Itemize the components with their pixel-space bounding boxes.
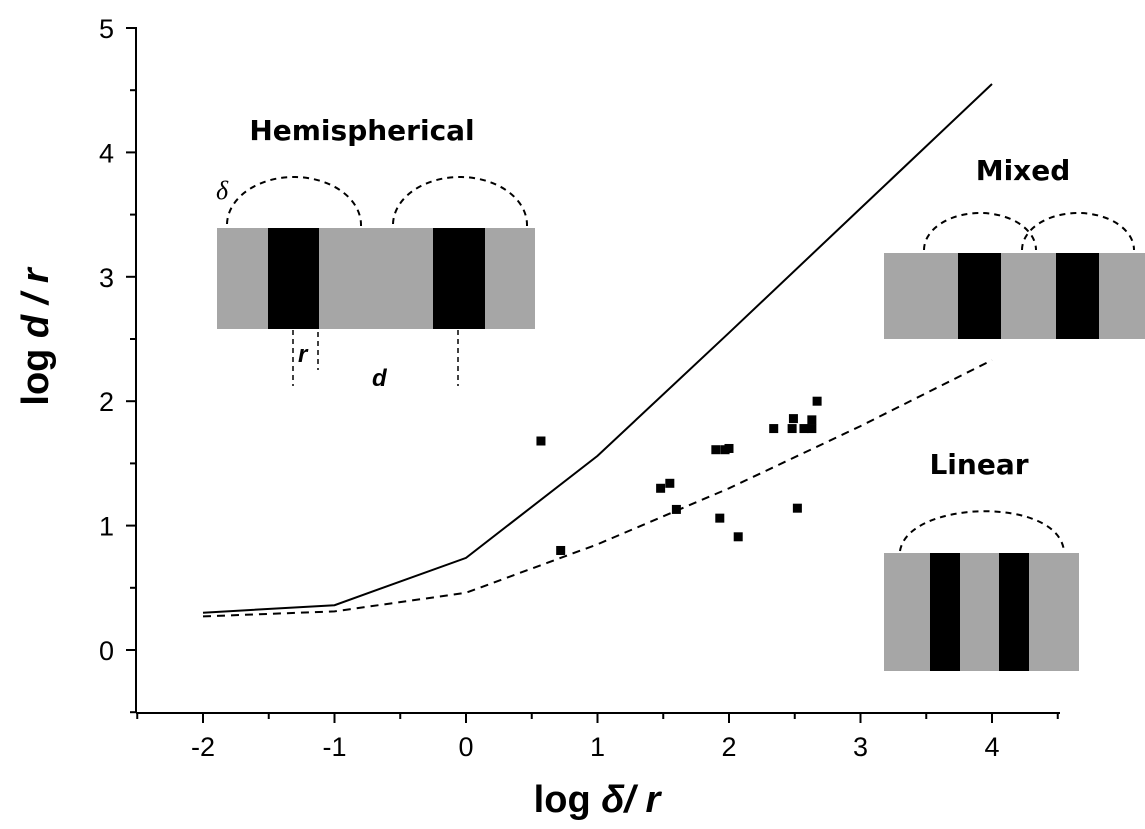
- data-point-marker: [656, 483, 666, 493]
- x-tick-label: 1: [590, 732, 605, 762]
- data-point-marker: [769, 424, 779, 434]
- x-tick-label: 3: [853, 732, 868, 762]
- series-line-solid: [202, 83, 993, 614]
- data-point-marker: [807, 415, 817, 425]
- inset-linear-electrode-left: [930, 553, 960, 671]
- inset-mixed-title: Mixed: [976, 154, 1071, 187]
- inset-delta-label: δ: [216, 176, 229, 205]
- inset-linear: Linear: [884, 448, 1079, 671]
- inset-hemispherical-electrode-left: [268, 228, 319, 329]
- y-tick-label: 3: [99, 263, 114, 293]
- inset-mixed-diffusion-arc-left: [923, 212, 1037, 251]
- data-point-marker: [787, 424, 797, 434]
- series-layer: [202, 83, 993, 618]
- data-point-marker: [812, 396, 822, 406]
- inset-linear-diffusion-arc: [899, 510, 1065, 552]
- data-point-marker: [724, 443, 734, 453]
- x-tick-label: -2: [191, 732, 215, 762]
- data-point-marker: [556, 545, 566, 555]
- inset-mixed-electrode-left: [958, 253, 1001, 339]
- data-point-marker: [671, 504, 681, 514]
- y-tick-label: 1: [99, 512, 114, 542]
- inset-mixed-diffusion-arc-right: [1021, 212, 1135, 251]
- inset-hemispherical-electrode-right: [433, 228, 485, 329]
- x-tick-label: 0: [458, 732, 473, 762]
- inset-hemispherical-diffusion-arc-left: [226, 176, 363, 227]
- data-point-marker: [536, 436, 546, 446]
- x-ticks: -2 -1 0 1 2 3 4: [136, 713, 1059, 762]
- inset-linear-title: Linear: [929, 448, 1028, 481]
- x-tick-label: 4: [984, 732, 999, 762]
- data-point-marker: [799, 424, 809, 434]
- inset-hemispherical: Hemispherical δ r d: [216, 114, 535, 392]
- inset-linear-electrode-right: [999, 553, 1029, 671]
- data-point-marker: [733, 532, 743, 542]
- y-tick-label: 0: [99, 636, 114, 666]
- y-tick-label: 2: [99, 387, 114, 417]
- x-axis-title: log δ/ r: [534, 779, 663, 821]
- y-tick-label: 4: [99, 138, 114, 168]
- inset-linear-substrate: [884, 553, 1079, 671]
- y-ticks: 0 1 2 3 4 5: [99, 14, 136, 714]
- data-point-marker: [711, 445, 721, 455]
- inset-r-label: r: [298, 341, 309, 368]
- series-line-dashed: [202, 359, 993, 618]
- y-axis-title: log d / r: [15, 266, 57, 405]
- inset-hemispherical-title: Hemispherical: [249, 114, 474, 147]
- data-point-marker: [807, 424, 817, 434]
- data-point-marker: [715, 513, 725, 523]
- x-tick-label: 2: [721, 732, 736, 762]
- data-point-marker: [788, 414, 798, 424]
- y-tick-label: 5: [99, 14, 114, 44]
- x-tick-label: -1: [322, 732, 346, 762]
- inset-d-label: d: [372, 365, 388, 392]
- data-point-marker: [792, 503, 802, 513]
- inset-hemispherical-diffusion-arc-right: [392, 176, 529, 227]
- inset-mixed-electrode-right: [1056, 253, 1099, 339]
- inset-mixed: Mixed: [884, 154, 1145, 339]
- inset-mixed-substrate: [884, 253, 1145, 339]
- inset-hemispherical-substrate: [217, 228, 535, 329]
- data-point-marker: [665, 478, 675, 488]
